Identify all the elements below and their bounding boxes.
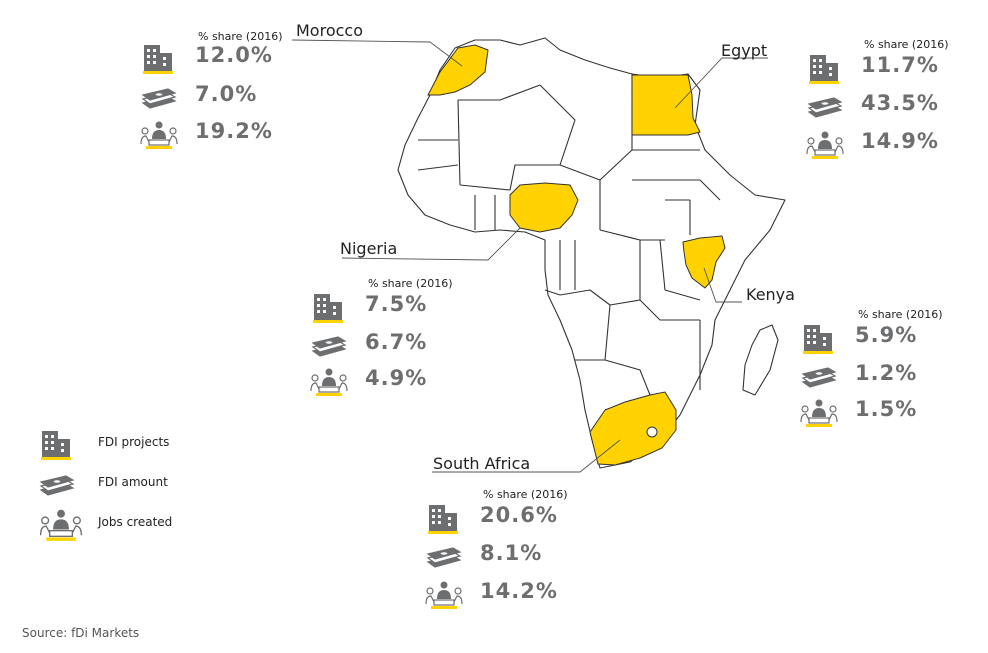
building-icon: [806, 54, 844, 84]
fdi-projects-value: 7.5%: [365, 292, 428, 316]
jobs-created-value: 14.2%: [480, 579, 558, 603]
meeting-people-icon: [425, 580, 463, 610]
nigeria-shape: [509, 182, 579, 233]
leader-morocco: [291, 39, 463, 67]
building-icon: [310, 293, 348, 323]
banknotes-icon: [310, 331, 348, 361]
legend-label-amount: FDI amount: [98, 475, 168, 489]
banknotes-icon: [806, 92, 844, 122]
share-label: % share (2016): [864, 38, 949, 51]
meeting-people-icon: [310, 367, 348, 397]
continent-outline: [397, 37, 786, 469]
banknotes-icon: [425, 542, 463, 572]
legend-label-projects: FDI projects: [98, 435, 170, 449]
fdi-amount-value: 7.0%: [195, 82, 258, 106]
country-name-morocco: Morocco: [296, 21, 363, 40]
building-icon: [425, 504, 463, 534]
jobs-created-value: 19.2%: [195, 119, 273, 143]
banknotes-icon: [140, 83, 178, 113]
country-name-south-africa: South Africa: [433, 454, 531, 473]
building-icon: [38, 428, 76, 462]
jobs-created-value: 14.9%: [861, 129, 939, 153]
leader-egypt: [674, 57, 768, 109]
morocco-shape: [427, 44, 489, 96]
share-label: % share (2016): [368, 277, 453, 290]
fdi-projects-value: 11.7%: [861, 53, 939, 77]
country-name-egypt: Egypt: [721, 41, 768, 60]
country-name-kenya: Kenya: [746, 285, 795, 304]
kenya-shape: [682, 235, 726, 289]
banknotes-icon: [38, 468, 76, 502]
meeting-people-icon: [800, 398, 838, 428]
country-name-nigeria: Nigeria: [340, 239, 398, 258]
fdi-amount-value: 43.5%: [861, 91, 939, 115]
banknotes-icon: [800, 362, 838, 392]
building-icon: [140, 44, 178, 74]
share-label: % share (2016): [858, 308, 943, 321]
share-label: % share (2016): [483, 488, 568, 501]
fdi-projects-value: 12.0%: [195, 43, 273, 67]
fdi-projects-value: 20.6%: [480, 503, 558, 527]
fdi-projects-value: 5.9%: [855, 323, 918, 347]
fdi-amount-value: 1.2%: [855, 361, 918, 385]
fdi-amount-value: 6.7%: [365, 330, 428, 354]
madagascar: [742, 324, 779, 396]
leader-nigeria: [341, 227, 521, 261]
share-label: % share (2016): [198, 30, 283, 43]
source-note: Source: fDi Markets: [22, 626, 140, 640]
jobs-created-value: 4.9%: [365, 366, 428, 390]
egypt-shape: [631, 74, 701, 136]
legend-label-jobs: Jobs created: [98, 515, 173, 529]
meeting-people-icon: [28, 508, 94, 542]
building-icon: [800, 324, 838, 354]
jobs-created-value: 1.5%: [855, 397, 918, 421]
fdi-amount-value: 8.1%: [480, 541, 543, 565]
leader-south-africa: [432, 439, 621, 473]
meeting-people-icon: [806, 130, 844, 160]
meeting-people-icon: [140, 120, 178, 150]
leader-kenya: [703, 267, 742, 303]
